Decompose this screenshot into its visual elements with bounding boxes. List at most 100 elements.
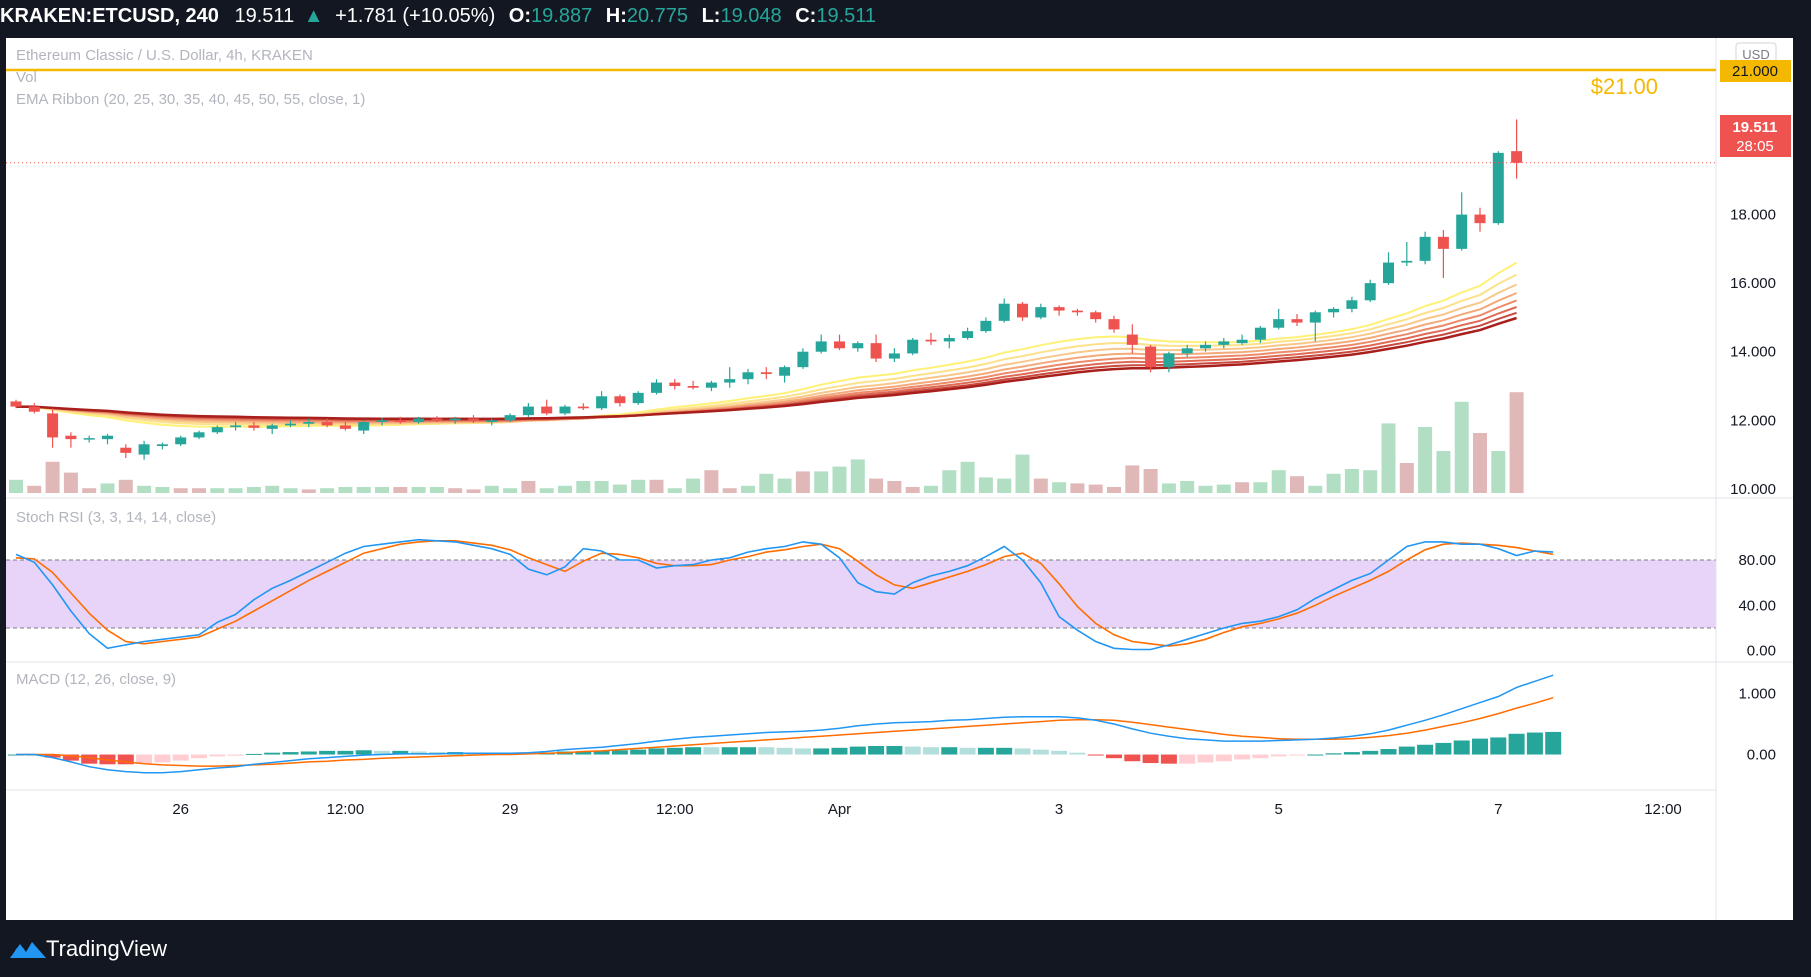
volume-bar [722, 488, 737, 493]
candle-body [797, 351, 809, 368]
alert-price-label: $21.00 [1591, 74, 1658, 99]
candle-body [669, 382, 681, 386]
volume-bar [301, 489, 316, 493]
candle-body [1456, 214, 1468, 249]
volume-bar [375, 487, 389, 493]
last-price-axis-label: 19.511 [1732, 119, 1777, 136]
volume-bar [777, 478, 792, 493]
stoch-band [6, 560, 1716, 628]
macd-histogram-bar [1197, 754, 1214, 763]
volume-bar [1107, 487, 1121, 493]
candle-body [705, 382, 717, 388]
macd-histogram-bar [703, 747, 720, 755]
macd-histogram-bar [1160, 754, 1177, 764]
macd-histogram-bar [374, 750, 390, 755]
open-value: 19.887 [531, 5, 593, 27]
volume-bar [411, 487, 426, 493]
macd-histogram-bar [794, 748, 811, 755]
ema-ribbon-legend[interactable]: EMA Ribbon (20, 25, 30, 35, 40, 45, 50, … [16, 91, 365, 108]
candle-body [1401, 260, 1413, 263]
stoch-rsi-legend[interactable]: Stoch RSI (3, 3, 14, 14, close) [16, 509, 216, 526]
volume-bar [1454, 401, 1469, 493]
candle-body [285, 423, 296, 426]
volume-bar [905, 487, 920, 493]
volume-bar [118, 479, 133, 493]
low-label: L: [701, 5, 721, 27]
currency-label: USD [1742, 47, 1769, 62]
chart-canvas[interactable]: 10.00012.00014.00016.00018.00020.0000.00… [6, 38, 1793, 920]
price-tick-label: 18.000 [1730, 207, 1776, 224]
volume-bar [1418, 427, 1433, 493]
candle-body [943, 338, 955, 342]
ema-line [15, 292, 1517, 424]
countdown-label: 28:05 [1736, 138, 1774, 155]
macd-histogram-bar [776, 747, 793, 755]
candle-body [962, 331, 974, 338]
candle-body [888, 353, 900, 359]
time-tick-label: 12:00 [327, 801, 365, 818]
volume-bar [924, 485, 938, 493]
volume-bar [631, 479, 646, 493]
macd-histogram-bar [1270, 754, 1287, 757]
volume-bar [63, 472, 78, 493]
volume-bar [9, 479, 23, 493]
candle-body [1200, 344, 1211, 349]
candle-body [193, 432, 205, 438]
macd-histogram-bar [1362, 750, 1379, 755]
macd-histogram-bar [1032, 749, 1049, 755]
candle-body [468, 418, 479, 421]
volume-bar [283, 488, 298, 493]
volume-bar [1216, 484, 1231, 493]
stoch-tick-label: 0.00 [1747, 643, 1776, 660]
chart-panel[interactable]: 10.00012.00014.00016.00018.00020.0000.00… [6, 38, 1793, 920]
candle-body [1273, 319, 1285, 328]
volume-legend[interactable]: Vol [16, 69, 37, 86]
candle-body [1071, 310, 1083, 313]
time-tick-label: 7 [1494, 801, 1502, 818]
volume-bar [1381, 423, 1396, 493]
ema-line [15, 299, 1517, 423]
tradingview-logo-icon[interactable] [8, 938, 48, 962]
volume-bar [686, 478, 701, 493]
macd-histogram-bar [996, 747, 1013, 755]
candle-body [522, 406, 534, 416]
macd-legend[interactable]: MACD (12, 26, close, 9) [16, 671, 176, 688]
time-tick-label: 5 [1275, 801, 1283, 818]
candle-body [394, 420, 406, 422]
volume-bar [978, 477, 993, 493]
candle-body [779, 367, 791, 376]
alert-axis-badge[interactable] [1720, 60, 1791, 82]
macd-histogram-bar [1343, 752, 1360, 755]
macd-histogram-bar [886, 745, 903, 755]
candle-body [1309, 312, 1321, 323]
macd-histogram-bar [62, 754, 79, 761]
volume-bar [612, 484, 627, 493]
volume-bar [1399, 463, 1414, 493]
volume-bar [741, 485, 755, 493]
macd-histogram-bar [1051, 750, 1068, 755]
macd-histogram-bar [1490, 737, 1507, 755]
candle-body [1236, 339, 1248, 344]
footer-bar: TradingView [0, 920, 1811, 977]
macd-histogram-bar [355, 750, 372, 755]
candle-body [1511, 151, 1523, 163]
volume-bar [594, 481, 609, 493]
candle-body [834, 341, 845, 349]
macd-histogram-bar [666, 747, 683, 755]
macd-histogram-bar [1087, 754, 1104, 756]
macd-histogram-bar [1215, 754, 1232, 762]
macd-histogram-bar [1545, 731, 1562, 755]
macd-histogram-bar [337, 750, 354, 755]
macd-histogram-bar [191, 754, 207, 759]
candle-body [815, 341, 827, 352]
candle-body [449, 418, 461, 421]
macd-histogram-bar [941, 747, 958, 755]
tradingview-brand[interactable]: TradingView [46, 936, 168, 961]
macd-histogram-bar [593, 750, 610, 755]
candle-body [907, 339, 919, 354]
symbol-name[interactable]: KRAKEN:ETCUSD, 240 [0, 5, 219, 27]
candle-body [1437, 236, 1449, 249]
macd-histogram-bar [1234, 754, 1251, 760]
close-label: C: [795, 5, 817, 27]
volume-bar [246, 487, 261, 493]
